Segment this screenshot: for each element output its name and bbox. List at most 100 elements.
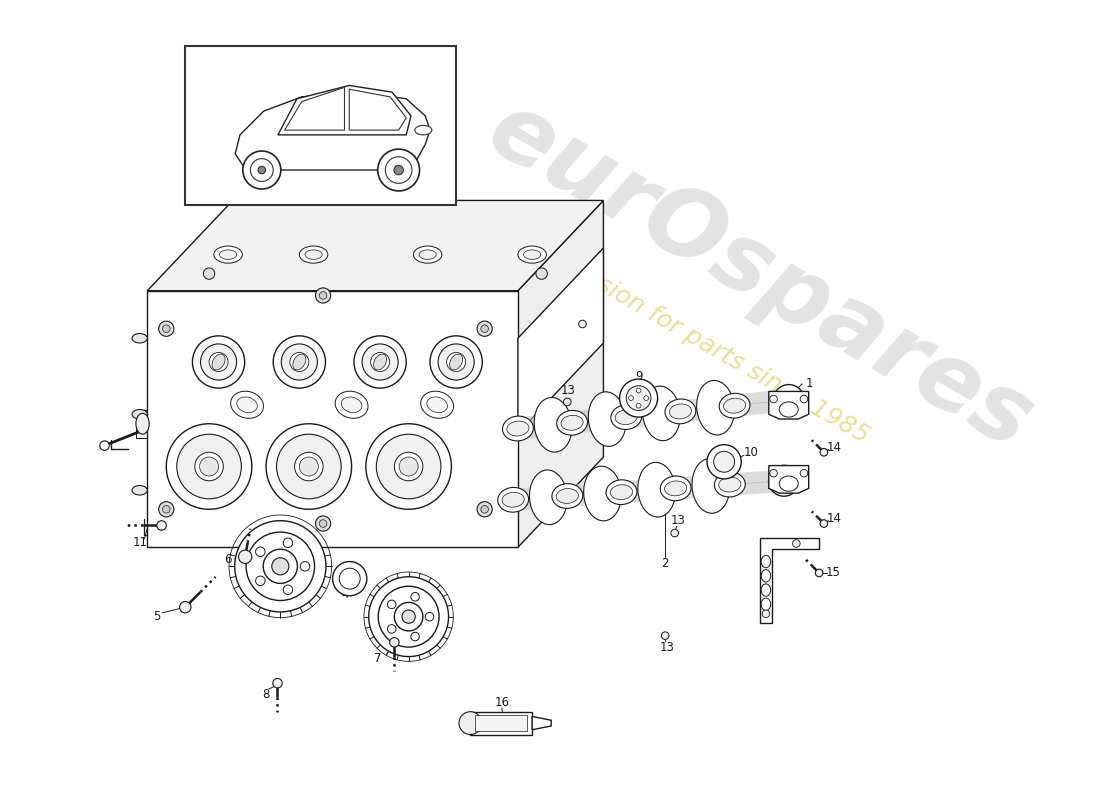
Ellipse shape — [132, 410, 147, 419]
Circle shape — [714, 451, 735, 472]
Ellipse shape — [761, 598, 771, 610]
Ellipse shape — [552, 484, 583, 508]
Ellipse shape — [236, 397, 257, 413]
Ellipse shape — [430, 336, 482, 388]
Ellipse shape — [692, 458, 729, 514]
Circle shape — [426, 612, 433, 621]
Polygon shape — [760, 538, 820, 623]
Polygon shape — [147, 201, 604, 290]
Ellipse shape — [376, 434, 441, 499]
Ellipse shape — [427, 397, 448, 413]
Circle shape — [410, 593, 419, 601]
Text: 8: 8 — [263, 688, 270, 701]
Circle shape — [636, 388, 641, 393]
Text: 4: 4 — [426, 606, 433, 618]
Circle shape — [243, 151, 280, 189]
Ellipse shape — [414, 246, 442, 263]
Ellipse shape — [584, 466, 621, 521]
Ellipse shape — [420, 391, 453, 418]
Ellipse shape — [761, 584, 771, 596]
Polygon shape — [769, 466, 808, 493]
Ellipse shape — [507, 421, 529, 436]
Ellipse shape — [399, 457, 418, 476]
Circle shape — [263, 549, 297, 583]
Circle shape — [536, 268, 548, 279]
Ellipse shape — [419, 250, 437, 259]
Circle shape — [255, 576, 265, 586]
Ellipse shape — [289, 353, 309, 371]
Text: 2: 2 — [661, 557, 669, 570]
Ellipse shape — [497, 487, 529, 512]
Ellipse shape — [293, 354, 306, 370]
Circle shape — [410, 632, 419, 641]
Polygon shape — [769, 391, 808, 419]
Circle shape — [481, 325, 488, 333]
Ellipse shape — [529, 470, 568, 525]
Circle shape — [258, 166, 265, 174]
Ellipse shape — [714, 472, 745, 497]
Polygon shape — [278, 86, 411, 135]
Ellipse shape — [669, 404, 692, 419]
Circle shape — [563, 398, 571, 406]
Ellipse shape — [606, 480, 637, 505]
Circle shape — [157, 521, 166, 530]
Circle shape — [163, 325, 170, 333]
Ellipse shape — [295, 452, 323, 481]
Ellipse shape — [447, 353, 465, 371]
Polygon shape — [518, 248, 604, 434]
Polygon shape — [285, 87, 344, 130]
Ellipse shape — [354, 336, 406, 388]
Text: 13: 13 — [504, 453, 519, 466]
Circle shape — [477, 502, 492, 517]
Ellipse shape — [557, 410, 587, 435]
Polygon shape — [471, 712, 532, 734]
Circle shape — [628, 396, 634, 401]
Circle shape — [251, 158, 273, 182]
Circle shape — [395, 602, 422, 631]
Ellipse shape — [299, 457, 318, 476]
Text: 6: 6 — [224, 553, 232, 566]
Ellipse shape — [518, 246, 547, 263]
Ellipse shape — [282, 344, 318, 380]
Text: 7: 7 — [374, 652, 382, 665]
Circle shape — [272, 558, 289, 575]
Circle shape — [255, 547, 265, 557]
Polygon shape — [147, 290, 518, 547]
Circle shape — [239, 550, 252, 563]
Circle shape — [319, 292, 327, 299]
Polygon shape — [532, 717, 551, 730]
Ellipse shape — [610, 405, 641, 430]
Ellipse shape — [761, 570, 771, 582]
Circle shape — [815, 569, 823, 577]
Ellipse shape — [773, 474, 795, 488]
Ellipse shape — [371, 353, 389, 371]
Circle shape — [619, 379, 658, 417]
Ellipse shape — [362, 344, 398, 380]
Circle shape — [821, 520, 827, 527]
Text: 14: 14 — [827, 512, 842, 526]
Circle shape — [163, 506, 170, 513]
Ellipse shape — [299, 246, 328, 263]
Ellipse shape — [773, 388, 804, 412]
Ellipse shape — [132, 334, 147, 343]
Ellipse shape — [273, 336, 326, 388]
Ellipse shape — [341, 397, 362, 413]
Ellipse shape — [615, 410, 637, 425]
Text: 13: 13 — [671, 514, 686, 527]
Ellipse shape — [266, 424, 352, 510]
Polygon shape — [235, 92, 430, 170]
Circle shape — [385, 157, 411, 183]
Ellipse shape — [557, 489, 579, 503]
Ellipse shape — [718, 477, 741, 492]
Ellipse shape — [769, 466, 800, 496]
Circle shape — [661, 632, 669, 639]
Ellipse shape — [415, 126, 432, 135]
Ellipse shape — [503, 416, 534, 441]
Circle shape — [800, 470, 807, 477]
Ellipse shape — [192, 336, 244, 388]
Ellipse shape — [395, 452, 422, 481]
Circle shape — [319, 520, 327, 527]
Text: 12: 12 — [146, 506, 162, 519]
Circle shape — [626, 386, 651, 410]
Text: 9: 9 — [635, 370, 642, 382]
